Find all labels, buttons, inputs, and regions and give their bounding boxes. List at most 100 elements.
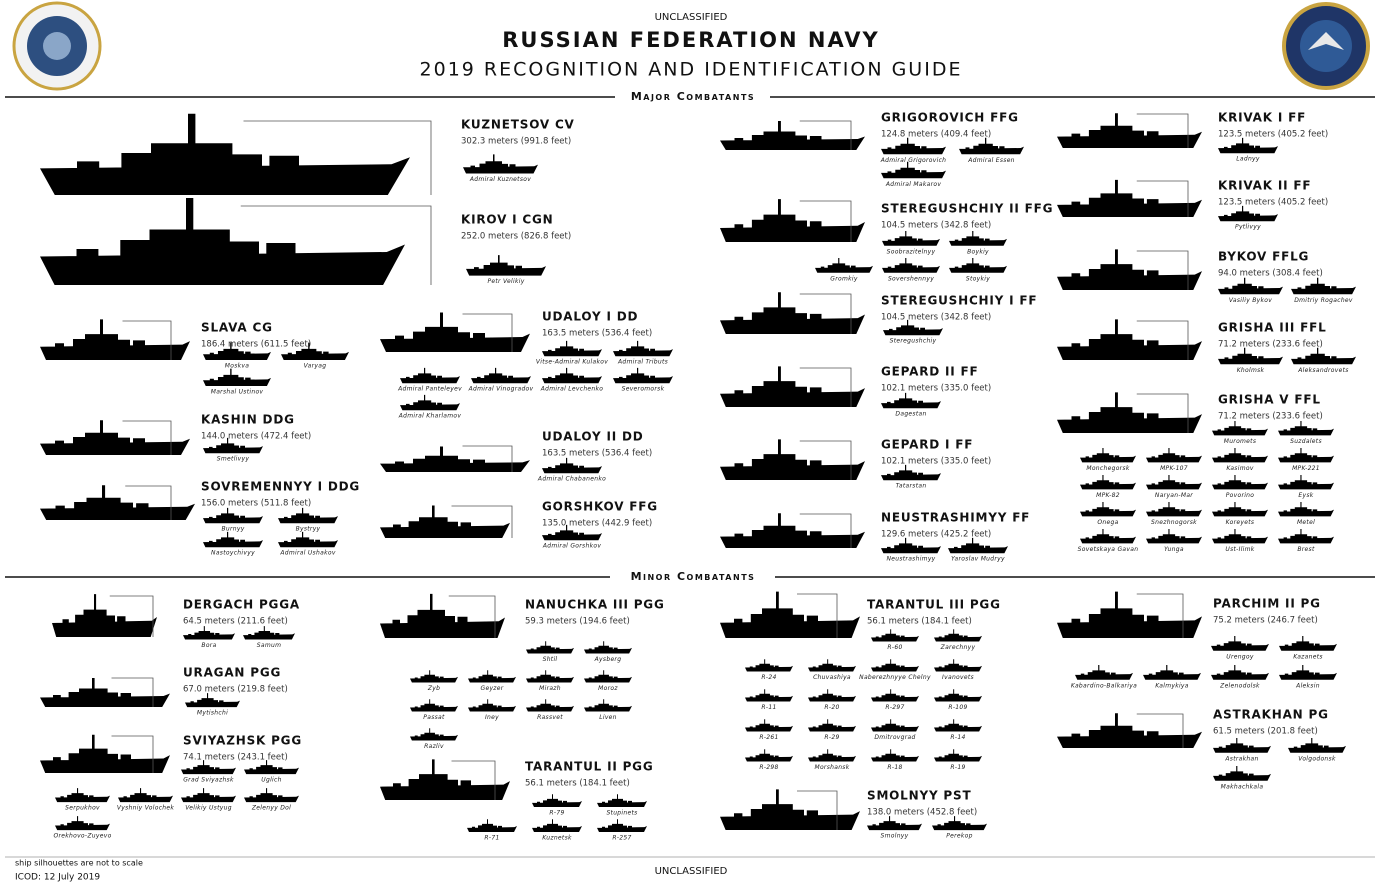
ship-name: Tatarstan <box>896 483 927 490</box>
ship-icon <box>815 257 873 273</box>
ship-name: Nastoychivyy <box>211 550 255 557</box>
ship-icon <box>949 230 1007 246</box>
class-name: KRIVAK I FF <box>1218 111 1306 125</box>
ship-icon <box>1218 205 1278 222</box>
ship-name: R-71 <box>484 835 499 842</box>
ship-icon <box>118 788 173 803</box>
ship-silhouette <box>720 439 865 480</box>
ship-silhouette <box>40 734 170 773</box>
ship-silhouette <box>720 513 865 548</box>
ship-icon <box>1278 421 1334 436</box>
footer-note: ship silhouettes are not to scale <box>15 859 143 868</box>
ship-icon <box>278 507 338 524</box>
ship-silhouette <box>1057 113 1202 148</box>
class-length: 59.3 meters (194.6 feet) <box>525 617 630 627</box>
ship-icon <box>745 719 793 732</box>
class-length: 74.1 meters (243.1 feet) <box>183 753 288 763</box>
ship-name: Snezhnogorsk <box>1151 519 1197 526</box>
ship-name: Volgodonsk <box>1298 755 1336 762</box>
ship-name: MPK-82 <box>1096 492 1120 499</box>
ship-name: Bystryy <box>296 526 321 533</box>
ship-name: Morshansk <box>814 764 849 771</box>
ship-icon <box>400 394 460 411</box>
bracket <box>111 677 154 707</box>
ship-name: Smolnyy <box>881 833 909 840</box>
class-length: 71.2 meters (233.6 feet) <box>1218 412 1323 422</box>
ship-icon <box>1279 635 1337 651</box>
section-title: Major Combatants <box>631 90 755 103</box>
ship-silhouette <box>1057 319 1202 360</box>
ship-icon <box>1212 475 1268 490</box>
bracket <box>462 313 513 352</box>
ship-icon <box>542 457 602 474</box>
ship-name: Metel <box>1297 519 1315 526</box>
bracket <box>462 445 513 472</box>
ship-silhouette <box>1057 249 1202 290</box>
bracket <box>240 205 432 285</box>
ship-silhouette <box>720 292 865 334</box>
bracket <box>122 420 172 455</box>
ship-silhouette <box>52 594 157 637</box>
ship-name: Sovershennyy <box>888 275 934 282</box>
ship-silhouette <box>1057 713 1202 748</box>
ship-silhouette <box>380 759 510 800</box>
ship-name: R-14 <box>950 734 965 741</box>
bracket <box>799 440 852 480</box>
ship-name: Burnyy <box>221 526 244 533</box>
ship-icon <box>1080 475 1136 490</box>
ship-class: URAGAN PGG 67.0 meters (219.8 feet) Mytish… <box>40 666 288 717</box>
ship-icon <box>934 719 982 732</box>
ship-silhouette <box>40 198 405 285</box>
ship-name: Astrakhan <box>1224 755 1258 762</box>
ship-name: Admiral Ushakov <box>279 550 335 557</box>
ship-icon <box>542 340 602 357</box>
ship-name: Zelenyy Dol <box>251 805 291 812</box>
ship-icon <box>613 367 673 384</box>
class-length: 135.0 meters (442.9 feet) <box>542 519 652 529</box>
ship-class: SLAVA CG 186.4 meters (611.5 feet) Moskva V… <box>40 319 349 395</box>
ship-name: Dmitriy Rogachev <box>1294 297 1353 304</box>
ship-name: Stoykiy <box>966 275 990 282</box>
ship-name: Admiral Gorshkov <box>542 543 602 550</box>
ship-name: Chuvashiya <box>813 674 851 681</box>
bracket <box>799 200 852 242</box>
ship-silhouette <box>1057 179 1202 217</box>
ship-name: R-261 <box>759 734 778 741</box>
ship-icon <box>1080 448 1136 463</box>
ship-class: TARANTUL III PGG 56.1 meters (184.1 feet)… <box>720 591 1000 771</box>
ship-icon <box>1211 664 1269 680</box>
class-name: PARCHIM II PG <box>1213 597 1321 611</box>
ship-icon <box>183 626 235 640</box>
ship-name: Admiral Chabanenko <box>537 476 606 483</box>
ship-name: Naberezhnyye Chelny <box>859 674 931 681</box>
class-length: 144.0 meters (472.4 feet) <box>201 432 311 442</box>
class-length: 163.5 meters (536.4 feet) <box>542 449 652 459</box>
class-length: 186.4 meters (611.5 feet) <box>201 340 311 350</box>
ship-icon <box>1212 502 1268 517</box>
ship-class: GEPARD II FF 102.1 meters (335.0 feet) Dag… <box>720 365 991 418</box>
classification-top: UNCLASSIFIED <box>655 12 728 23</box>
ship-name: Zarechnyy <box>940 644 976 651</box>
ship-icon <box>185 693 240 708</box>
ship-name: Bora <box>201 642 216 649</box>
ship-icon <box>597 794 647 807</box>
class-name: SOVREMENNYY I DDG <box>201 480 360 494</box>
ship-name: Suzdalets <box>1290 438 1322 445</box>
class-length: 163.5 meters (536.4 feet) <box>542 329 652 339</box>
ship-name: Admiral Grigorovich <box>880 157 947 164</box>
ship-icon <box>1212 448 1268 463</box>
ship-icon <box>1146 475 1202 490</box>
ship-icon <box>934 689 982 702</box>
ship-icon <box>613 340 673 357</box>
ship-icon <box>203 507 263 524</box>
ship-icon <box>1211 635 1269 651</box>
ship-name: Povorino <box>1226 492 1255 499</box>
ship-name: Kalmykiya <box>1155 682 1189 689</box>
ship-silhouette <box>720 591 860 638</box>
class-name: BYKOV FFLG <box>1218 250 1309 264</box>
bracket <box>797 790 838 830</box>
ship-name: R-60 <box>887 644 902 651</box>
class-length: 104.5 meters (342.8 feet) <box>881 221 991 231</box>
class-name: NANUCHKA III PGG <box>525 598 665 612</box>
ship-name: Zyb <box>427 685 440 692</box>
